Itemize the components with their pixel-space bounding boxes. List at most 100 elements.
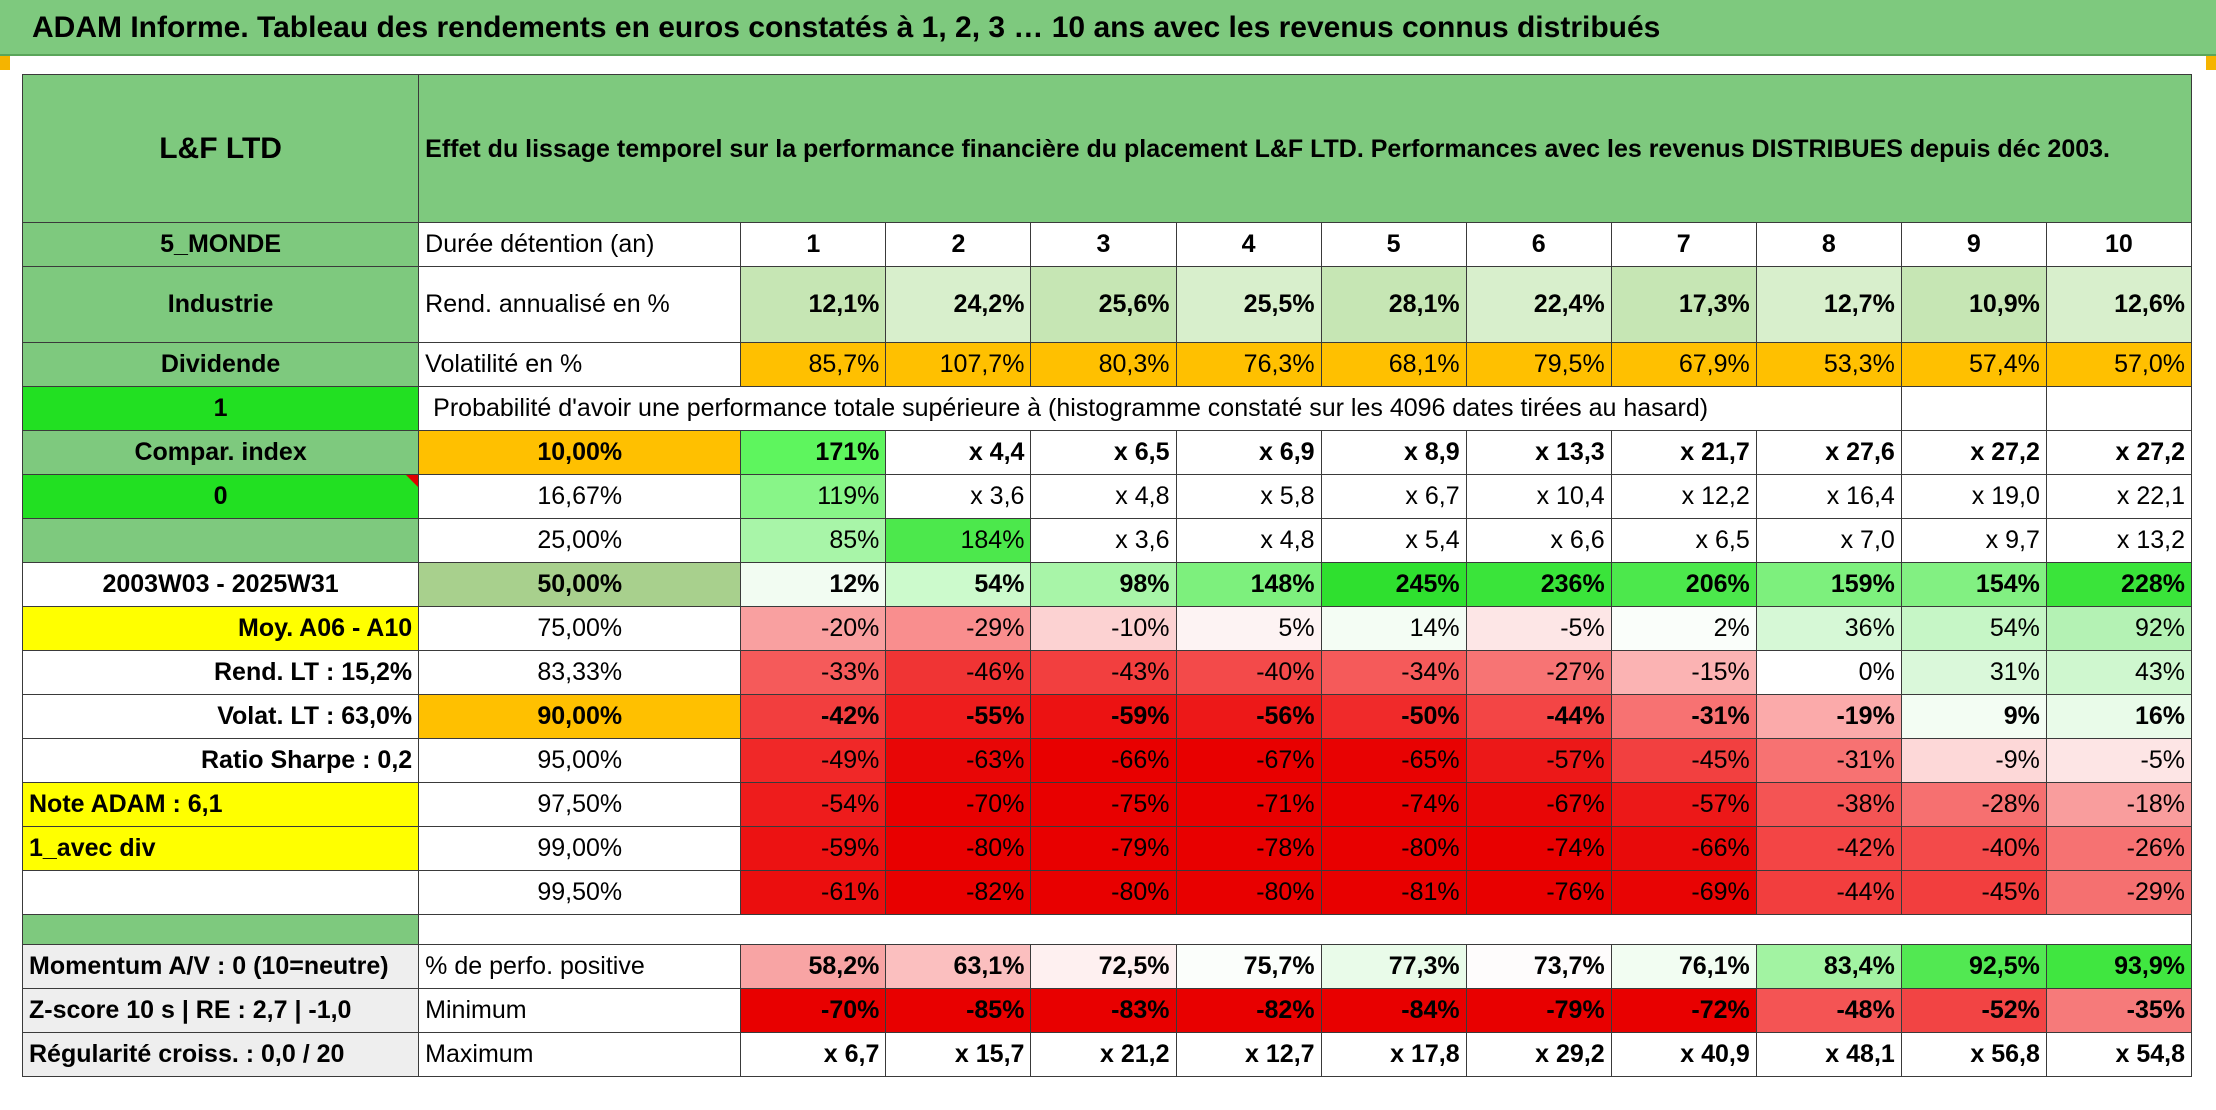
positive-value: 72,5% (1030, 944, 1177, 989)
zscore-label: Z-score 10 s | RE : 2,7 | -1,0 (21, 988, 420, 1033)
percentile-value: -40% (1900, 826, 2047, 871)
volatility-label: Volatilité en % (418, 342, 742, 387)
maximum-label: Maximum (418, 1032, 742, 1077)
percentile-value: -65% (1320, 738, 1467, 783)
annualized-label: Rend. annualisé en % (418, 266, 742, 343)
percentile-value: -15% (1610, 650, 1757, 695)
period-label: 2003W03 - 2025W31 (21, 562, 420, 607)
percentile-value: x 13,2 (2045, 518, 2193, 563)
percentile-value: -57% (1610, 782, 1757, 827)
long-term-volatility: Volat. LT : 63,0% (21, 694, 420, 739)
percentile-value: -27% (1465, 650, 1612, 695)
percentile-value: -45% (1610, 738, 1757, 783)
maximum-value: x 12,7 (1175, 1032, 1322, 1077)
percentile-value: -5% (2045, 738, 2193, 783)
percentile-value: -66% (1030, 738, 1177, 783)
percentile-value: -44% (1755, 870, 1902, 915)
dividend-label: Dividende (21, 342, 420, 387)
empty-cell (1900, 386, 2047, 431)
percentile-value: -70% (885, 782, 1032, 827)
percentile-value: x 12,2 (1610, 474, 1757, 519)
positive-value: 75,7% (1175, 944, 1322, 989)
percentile-value: -34% (1320, 650, 1467, 695)
percentile-value: x 6,6 (1465, 518, 1612, 563)
percentile-value: 171% (740, 430, 887, 475)
annualized-value: 10,9% (1900, 266, 2047, 343)
minimum-value: -85% (885, 988, 1032, 1033)
volatility-value: 79,5% (1465, 342, 1612, 387)
percentile-value: 54% (885, 562, 1032, 607)
empty-label (21, 518, 420, 563)
maximum-value: x 29,2 (1465, 1032, 1612, 1077)
percentile-value: 159% (1755, 562, 1902, 607)
positive-label: % de perfo. positive (418, 944, 742, 989)
minimum-value: -48% (1755, 988, 1902, 1033)
year-header: 5 (1320, 222, 1467, 267)
positive-value: 76,1% (1610, 944, 1757, 989)
percentile-value: -76% (1465, 870, 1612, 915)
percentile-value: -74% (1465, 826, 1612, 871)
momentum-label: Momentum A/V : 0 (10=neutre) (21, 944, 420, 989)
percentile-value: -31% (1610, 694, 1757, 739)
year-header: 2 (885, 222, 1032, 267)
year-header: 7 (1610, 222, 1757, 267)
percentile-value: x 21,7 (1610, 430, 1757, 475)
maximum-value: x 48,1 (1755, 1032, 1902, 1077)
percentile-value: 54% (1900, 606, 2047, 651)
percentile-value: -10% (1030, 606, 1177, 651)
annualized-value: 22,4% (1465, 266, 1612, 343)
percentile-value: -42% (1755, 826, 1902, 871)
percentile-label: 25,00% (418, 518, 742, 563)
minimum-label: Minimum (418, 988, 742, 1033)
maximum-value: x 6,7 (740, 1032, 887, 1077)
percentile-value: -79% (1030, 826, 1177, 871)
percentile-value: -75% (1030, 782, 1177, 827)
maximum-value: x 54,8 (2045, 1032, 2193, 1077)
adam-note: Note ADAM : 6,1 (21, 782, 420, 827)
percentile-value: 119% (740, 474, 887, 519)
annualized-value: 28,1% (1320, 266, 1467, 343)
volatility-value: 67,9% (1610, 342, 1757, 387)
volatility-value: 53,3% (1755, 342, 1902, 387)
percentile-label: 99,00% (418, 826, 742, 871)
percentile-value: x 19,0 (1900, 474, 2047, 519)
percentile-value: x 3,6 (885, 474, 1032, 519)
percentile-value: -81% (1320, 870, 1467, 915)
annualized-value: 17,3% (1610, 266, 1757, 343)
percentile-label: 97,50% (418, 782, 742, 827)
percentile-value: x 5,4 (1320, 518, 1467, 563)
annualized-value: 12,7% (1755, 266, 1902, 343)
percentile-value: -56% (1175, 694, 1322, 739)
percentile-value: -29% (885, 606, 1032, 651)
flag-zero: 0 (21, 474, 420, 519)
percentile-value: -59% (740, 826, 887, 871)
positive-value: 93,9% (2045, 944, 2193, 989)
percentile-value: -80% (1320, 826, 1467, 871)
mode-label: 1_avec div (21, 826, 420, 871)
percentile-value: 228% (2045, 562, 2193, 607)
duration-label: Durée détention (an) (418, 222, 742, 267)
volatility-value: 57,0% (2045, 342, 2193, 387)
frame-marker-right (2206, 56, 2216, 70)
fund-name: L&F LTD (21, 74, 420, 223)
annualized-value: 25,5% (1175, 266, 1322, 343)
percentile-value: x 6,7 (1320, 474, 1467, 519)
positive-value: 63,1% (885, 944, 1032, 989)
percentile-value: x 8,9 (1320, 430, 1467, 475)
year-header: 9 (1900, 222, 2047, 267)
percentile-value: x 4,8 (1030, 474, 1177, 519)
percentile-value: 92% (2045, 606, 2193, 651)
positive-value: 92,5% (1900, 944, 2047, 989)
minimum-value: -35% (2045, 988, 2193, 1033)
percentile-value: -78% (1175, 826, 1322, 871)
percentile-label: 50,00% (418, 562, 742, 607)
percentile-value: -59% (1030, 694, 1177, 739)
maximum-value: x 40,9 (1610, 1032, 1757, 1077)
percentile-value: 14% (1320, 606, 1467, 651)
percentile-value: -74% (1320, 782, 1467, 827)
percentile-value: -43% (1030, 650, 1177, 695)
percentile-value: -31% (1755, 738, 1902, 783)
annualized-value: 12,6% (2045, 266, 2193, 343)
percentile-value: x 7,0 (1755, 518, 1902, 563)
volatility-value: 68,1% (1320, 342, 1467, 387)
